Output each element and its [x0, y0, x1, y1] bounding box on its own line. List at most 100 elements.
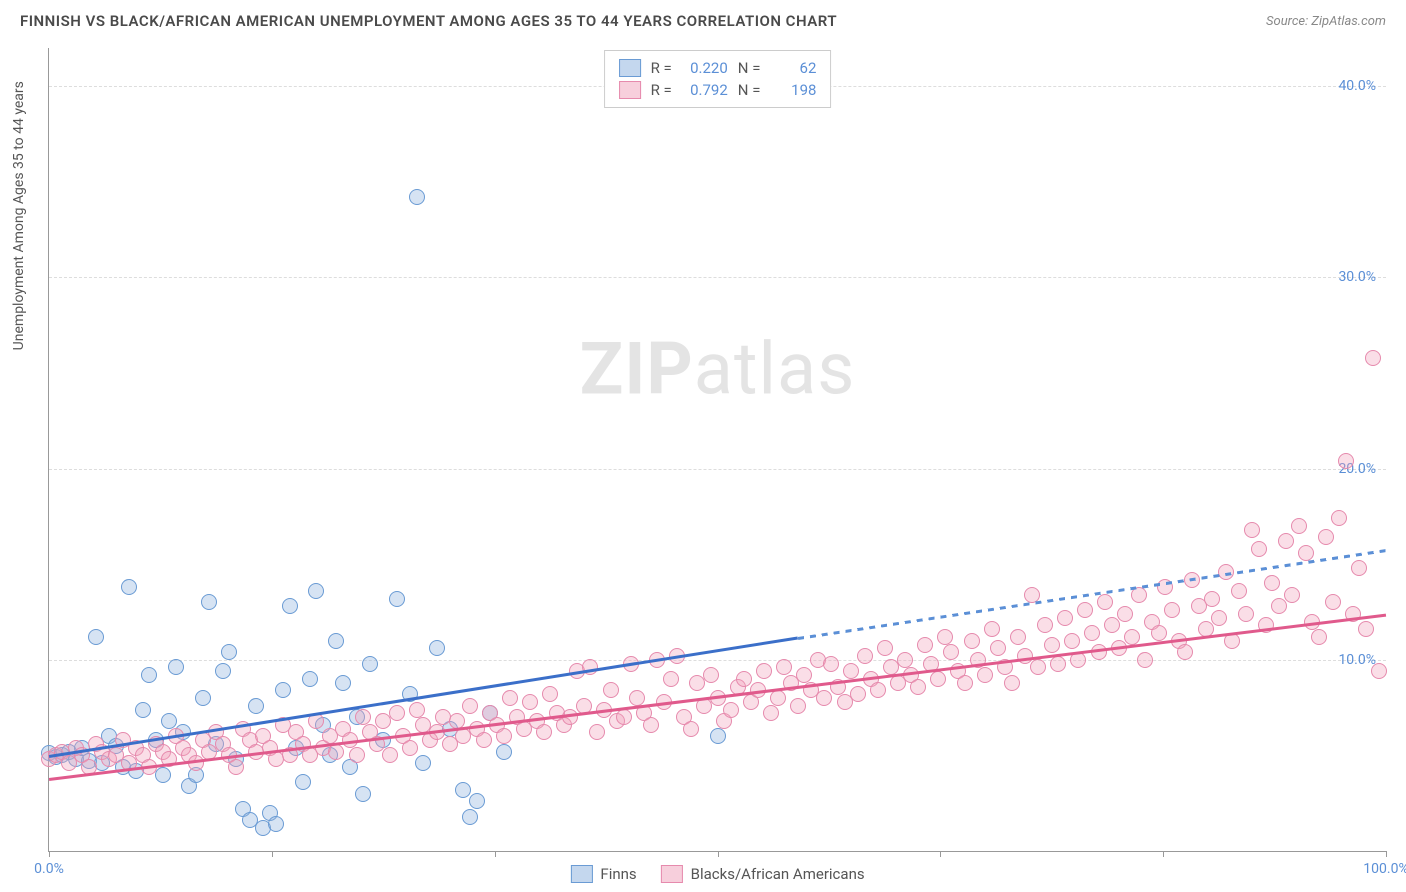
data-point: [502, 690, 518, 706]
data-point: [1331, 510, 1347, 526]
data-point: [382, 747, 398, 763]
data-point: [1091, 644, 1107, 660]
data-point: [402, 740, 418, 756]
x-tick: [1386, 851, 1387, 857]
data-point: [1351, 560, 1367, 576]
data-point: [1211, 610, 1227, 626]
x-tick: [940, 851, 941, 857]
data-point: [1077, 602, 1093, 618]
data-point: [355, 786, 371, 802]
data-point: [1278, 533, 1294, 549]
watermark: ZIPatlas: [580, 327, 856, 412]
data-point: [776, 659, 792, 675]
data-point: [616, 709, 632, 725]
data-point: [917, 637, 933, 653]
data-point: [850, 686, 866, 702]
data-point: [161, 713, 177, 729]
data-point: [823, 656, 839, 672]
data-point: [603, 682, 619, 698]
data-point: [462, 809, 478, 825]
data-point: [1084, 625, 1100, 641]
data-point: [1365, 350, 1381, 366]
chart-header: FINNISH VS BLACK/AFRICAN AMERICAN UNEMPL…: [0, 0, 1406, 36]
swatch-pink-icon: [661, 865, 683, 883]
y-tick-label: 30.0%: [1338, 269, 1376, 285]
data-point: [496, 744, 512, 760]
data-point: [141, 667, 157, 683]
y-axis-label: Unemployment Among Ages 35 to 44 years: [11, 81, 27, 350]
x-tick: [1163, 851, 1164, 857]
swatch-blue-icon: [570, 865, 592, 883]
y-tick-label: 40.0%: [1338, 78, 1376, 94]
data-point: [1298, 545, 1314, 561]
data-point: [409, 189, 425, 205]
data-point: [1284, 587, 1300, 603]
data-point: [1204, 591, 1220, 607]
data-point: [1177, 644, 1193, 660]
data-point: [228, 759, 244, 775]
data-point: [462, 698, 478, 714]
data-point: [355, 709, 371, 725]
data-point: [723, 702, 739, 718]
data-point: [984, 621, 1000, 637]
data-point: [429, 640, 445, 656]
data-point: [843, 663, 859, 679]
data-point: [1338, 453, 1354, 469]
data-point: [1097, 594, 1113, 610]
data-point: [870, 682, 886, 698]
data-point: [763, 705, 779, 721]
data-point: [1271, 598, 1287, 614]
data-point: [796, 667, 812, 683]
chart-title: FINNISH VS BLACK/AFRICAN AMERICAN UNEMPL…: [20, 12, 837, 30]
data-point: [1251, 541, 1267, 557]
data-point: [1010, 629, 1026, 645]
data-point: [201, 594, 217, 610]
source-label: Source: ZipAtlas.com: [1266, 14, 1386, 29]
data-point: [683, 721, 699, 737]
x-tick: [495, 851, 496, 857]
data-point: [1231, 583, 1247, 599]
data-point: [221, 644, 237, 660]
data-point: [910, 679, 926, 695]
data-point: [248, 698, 264, 714]
swatch-blue-icon: [619, 59, 641, 77]
data-point: [88, 629, 104, 645]
data-point: [1244, 522, 1260, 538]
data-point: [1050, 656, 1066, 672]
data-point: [302, 671, 318, 687]
data-point: [389, 705, 405, 721]
data-point: [536, 724, 552, 740]
data-point: [155, 767, 171, 783]
data-point: [195, 690, 211, 706]
data-point: [589, 724, 605, 740]
data-point: [455, 782, 471, 798]
data-point: [736, 671, 752, 687]
x-tick-label: 100.0%: [1363, 861, 1406, 877]
data-point: [710, 728, 726, 744]
data-point: [1017, 648, 1033, 664]
data-point: [1004, 675, 1020, 691]
x-tick-label: 0.0%: [34, 861, 64, 877]
data-point: [756, 663, 772, 679]
data-point: [415, 755, 431, 771]
data-point: [335, 675, 351, 691]
plot-area: ZIPatlas R = 0.220 N = 62 R = 0.792 N = …: [48, 48, 1386, 852]
data-point: [790, 698, 806, 714]
data-point: [643, 717, 659, 733]
data-point: [990, 640, 1006, 656]
data-point: [629, 690, 645, 706]
data-point: [1064, 633, 1080, 649]
data-point: [522, 694, 538, 710]
data-point: [328, 633, 344, 649]
data-point: [1358, 621, 1374, 637]
data-point: [275, 682, 291, 698]
data-point: [857, 648, 873, 664]
data-point: [1151, 625, 1167, 641]
data-point: [1371, 663, 1387, 679]
legend-item-finns: Finns: [570, 865, 636, 883]
data-point: [964, 633, 980, 649]
data-point: [1044, 637, 1060, 653]
gridline: [49, 277, 1386, 278]
data-point: [1164, 602, 1180, 618]
x-tick: [272, 851, 273, 857]
